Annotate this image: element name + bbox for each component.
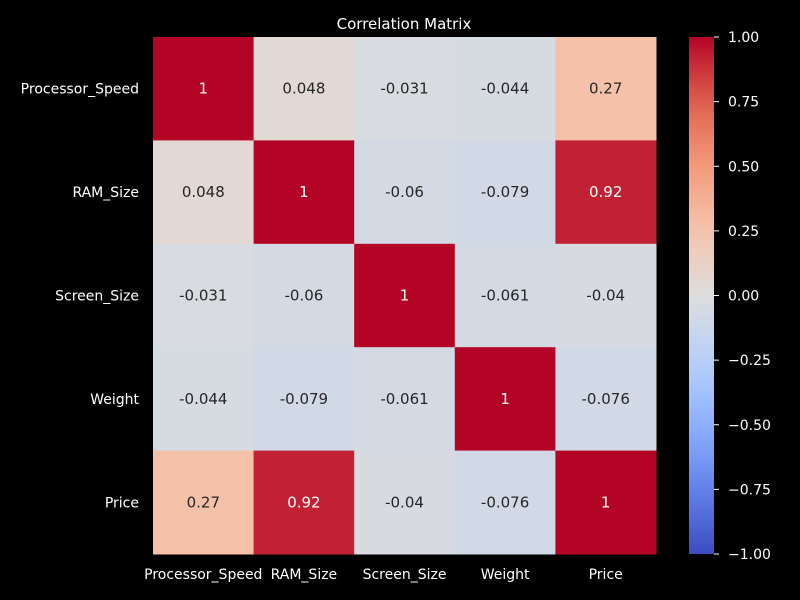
x-tick-label: Screen_Size [363, 567, 447, 583]
heatmap-cell-value: 0.27 [589, 80, 622, 98]
heatmap-cell [454, 243, 556, 348]
heatmap-cell-labels: 1 0.048 -0.031 -0.044 0.27 0.048 1 -0.06 -0.079 0… [179, 80, 630, 512]
heatmap-cell [555, 450, 657, 555]
heatmap-cell-value: 0.048 [282, 80, 325, 98]
heatmap-cell-value: -0.079 [481, 183, 529, 201]
heatmap-cell-value: -0.06 [284, 287, 323, 305]
colorbar-tick-label: 1.00 [728, 30, 759, 46]
heatmap-cell [253, 450, 355, 555]
heatmap-cell-value: 1 [400, 287, 410, 305]
heatmap-cell-value: 1 [601, 493, 611, 511]
heatmap-cell [354, 140, 456, 245]
colorbar-tick-label: 0.50 [728, 159, 759, 175]
colorbar-tick-label: −0.50 [728, 418, 771, 434]
x-tick-label: Weight [481, 567, 530, 583]
heatmap-cell-value: -0.061 [481, 287, 529, 305]
heatmap-cell-value: -0.061 [380, 390, 428, 408]
heatmap-cell [454, 37, 556, 141]
heatmap-cell [555, 243, 657, 348]
heatmap-cell-value: -0.076 [582, 390, 630, 408]
x-tick-label: RAM_Size [271, 567, 338, 583]
heatmap-cell [555, 140, 657, 245]
y-tick-label: Screen_Size [55, 289, 139, 305]
colorbar-ticks: 1.00 0.75 0.50 0.25 0.00 −0.25 −0.50 −0.75 −1.00 [714, 30, 771, 563]
heatmap-cell-value: 0.048 [182, 183, 225, 201]
heatmap-cell-value: -0.079 [280, 390, 328, 408]
heatmap-cell-value: -0.04 [586, 287, 625, 305]
heatmap-cell [253, 37, 355, 141]
heatmap-cell [253, 243, 355, 348]
x-axis-tick-labels: Processor_Speed RAM_Size Screen_Size Weight… [144, 567, 623, 583]
y-tick-label: Weight [90, 392, 139, 408]
heatmap-cell-value: -0.031 [179, 287, 227, 305]
heatmap-cell [153, 37, 255, 141]
heatmap-cell [454, 347, 556, 452]
heatmap-cell-value: 0.92 [287, 493, 320, 511]
x-tick-label: Processor_Speed [144, 567, 262, 583]
heatmap-cell [555, 37, 657, 141]
colorbar-tick-label: −0.25 [728, 353, 771, 369]
heatmap-cell [354, 37, 456, 141]
heatmap-cell [555, 347, 657, 452]
y-axis-tick-labels: Processor_Speed RAM_Size Screen_Size Weight… [21, 82, 140, 512]
heatmap-cell [454, 140, 556, 245]
heatmap-cell [253, 140, 355, 245]
heatmap-cell-value: -0.031 [380, 80, 428, 98]
heatmap-cell [354, 243, 456, 348]
colorbar-tick-label: 0.00 [728, 289, 759, 305]
heatmap-cell-value: 1 [199, 80, 209, 98]
chart-title: Correlation Matrix [337, 15, 472, 33]
heatmap-cells [153, 37, 657, 555]
heatmap-cell-value: -0.076 [481, 493, 529, 511]
colorbar-tick-label: −0.75 [728, 482, 771, 498]
y-tick-label: RAM_Size [72, 185, 139, 201]
colorbar-tick-label: 0.75 [728, 95, 759, 111]
colorbar [689, 37, 714, 554]
heatmap-cell-value: 0.27 [187, 493, 220, 511]
heatmap-cell [153, 140, 255, 245]
heatmap-cell [153, 347, 255, 452]
y-tick-label: Price [105, 495, 139, 511]
colorbar-tick-label: 0.25 [728, 224, 759, 240]
y-tick-label: Processor_Speed [21, 82, 139, 98]
heatmap-cell-value: 0.92 [589, 183, 622, 201]
heatmap-cell [253, 347, 355, 452]
heatmap-cell-value: -0.044 [179, 390, 227, 408]
heatmap-cell [153, 450, 255, 555]
heatmap-cell [354, 347, 456, 452]
heatmap-cell-value: 1 [299, 183, 309, 201]
heatmap-cell [153, 243, 255, 348]
heatmap-cell-value: -0.04 [385, 493, 424, 511]
heatmap-cell-value: -0.06 [385, 183, 424, 201]
x-tick-label: Price [589, 567, 623, 583]
heatmap-cell [354, 450, 456, 555]
heatmap-cell [454, 450, 556, 555]
heatmap-cell-value: -0.044 [481, 80, 529, 98]
colorbar-tick-label: −1.00 [728, 547, 771, 563]
heatmap-cell-value: 1 [500, 390, 510, 408]
